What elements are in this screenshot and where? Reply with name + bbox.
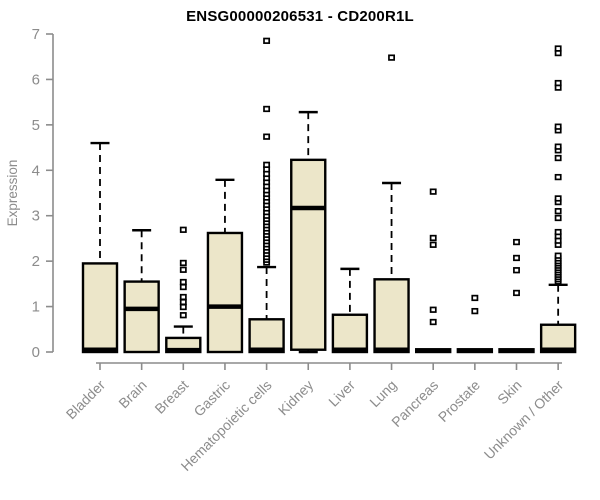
outlier-point-unknown-other [554,79,562,87]
outlier-point-pancreas [429,188,437,195]
y-tick-label-4: 4 [32,162,40,179]
outlier-point-breast [179,312,187,319]
outlier-point-unknown-other [554,143,562,150]
x-category-label-bladder: Bladder [63,377,109,423]
y-tick-label-3: 3 [32,208,40,225]
outlier-point-unknown-other [554,123,562,130]
outlier-point-unknown-other [554,173,562,181]
outlier-point-breast [179,283,187,291]
outlier-point-unknown-other [554,228,562,236]
outlier-point-unknown-other [554,208,562,215]
x-category-label-unknown-other: Unknown / Other [481,377,567,463]
outlier-point-breast [179,303,187,311]
outlier-point-skin [513,238,520,246]
box-gastric [206,231,244,354]
box-brain [123,280,160,354]
y-axis-title: Expression [5,159,20,227]
outlier-point-unknown-other [554,154,562,162]
outlier-point-breast [179,266,187,273]
chart-title: ENSG00000206531 - CD200R1L [186,8,414,25]
outlier-point-breast [179,259,187,267]
outlier-point-pancreas [429,241,437,248]
outlier-point-pancreas [429,306,437,313]
x-category-label-breast: Breast [151,377,191,417]
outlier-point-hematopoietic-cells [263,37,271,44]
outlier-point-prostate [471,294,479,302]
outlier-point-breast [179,226,187,233]
y-tick-label-7: 7 [32,26,40,43]
y-tick-label-5: 5 [32,117,40,134]
box-hematopoietic-cells [248,318,285,354]
outlier-point-breast [179,293,187,301]
outlier-point-hematopoietic-cells [263,133,271,140]
outlier-point-unknown-other [554,45,562,52]
outlier-point-skin [513,289,520,297]
outlier-point-pancreas [429,318,437,326]
box-kidney [290,158,327,351]
x-category-label-liver: Liver [325,377,358,410]
y-tick-label-0: 0 [32,344,40,361]
outlier-point-breast [179,298,187,306]
outlier-point-unknown-other [554,252,562,259]
box-unknown-other [539,323,577,354]
box-bladder [81,262,119,354]
box-liver [331,313,369,354]
outlier-point-prostate [471,307,479,315]
outlier-point-skin [513,254,520,262]
outlier-point-hematopoietic-cells [263,161,271,168]
outlier-point-hematopoietic-cells [263,105,271,113]
y-tick-label-1: 1 [32,299,40,316]
outlier-point-skin [513,267,520,274]
outlier-point-unknown-other [554,214,562,222]
y-tick-label-6: 6 [32,71,40,88]
outlier-point-breast [179,278,187,286]
outlier-point-lung [388,54,396,61]
y-tick-label-2: 2 [32,253,40,270]
x-category-label-skin: Skin [494,377,525,408]
outlier-point-pancreas [429,234,437,242]
x-category-label-brain: Brain [115,377,149,411]
x-category-label-lung: Lung [366,377,399,410]
box-lung [373,278,410,354]
x-category-label-prostate: Prostate [435,377,483,425]
x-category-label-kidney: Kidney [275,377,317,419]
outlier-point-unknown-other [554,195,562,202]
